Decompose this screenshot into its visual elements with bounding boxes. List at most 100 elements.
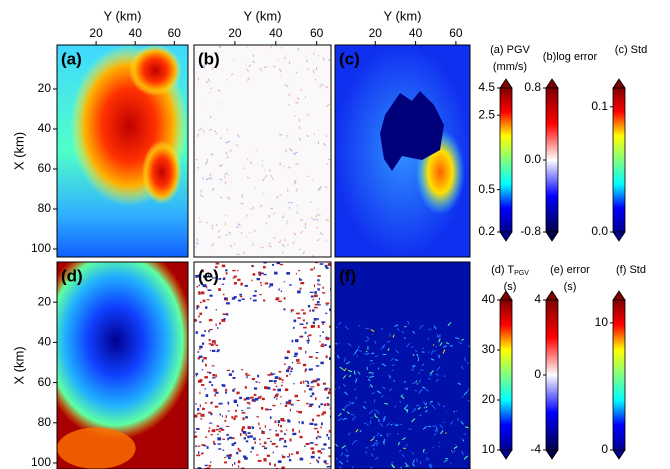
field (245, 285, 248, 287)
field (210, 461, 211, 463)
field (218, 448, 221, 449)
field (297, 363, 301, 364)
field (214, 394, 215, 396)
field (201, 334, 205, 336)
field (209, 343, 211, 344)
field (205, 402, 207, 403)
field (286, 272, 290, 275)
field (246, 440, 248, 442)
colorbar-arrow (500, 232, 512, 241)
field (226, 272, 228, 274)
field (213, 389, 216, 392)
field (225, 142, 228, 143)
field (420, 327, 421, 329)
field (204, 376, 208, 378)
field (305, 332, 307, 334)
field (301, 421, 303, 424)
field (226, 455, 227, 457)
colorbar-unit: (s) (564, 281, 577, 293)
field (328, 455, 332, 457)
field (227, 438, 229, 441)
field (280, 430, 282, 432)
colorbar-title-sub: PGV (514, 270, 529, 277)
field (317, 288, 320, 290)
heatmap-image (57, 45, 188, 257)
field (284, 363, 286, 365)
y-tick-label: 80 (38, 415, 52, 429)
field (196, 375, 197, 377)
field (251, 447, 254, 450)
colorbar-scale (546, 300, 558, 450)
field (238, 465, 239, 467)
field (223, 313, 226, 315)
field (241, 410, 243, 411)
field (253, 273, 256, 276)
field (291, 368, 293, 370)
field (233, 417, 235, 420)
field (282, 379, 284, 381)
field (199, 291, 200, 294)
field (223, 449, 224, 450)
field (300, 336, 303, 337)
field (319, 341, 320, 342)
field (314, 267, 315, 270)
field (216, 429, 220, 431)
field (212, 377, 215, 378)
field (256, 150, 257, 151)
field (238, 448, 240, 451)
field (201, 453, 204, 455)
field (252, 378, 255, 380)
field (196, 455, 200, 457)
y-tick-label: 20 (38, 294, 52, 308)
field (373, 363, 374, 364)
field (256, 416, 259, 417)
field (229, 373, 232, 376)
field (316, 437, 318, 439)
colorbar: -404(e) error(s) (530, 264, 590, 459)
field (289, 453, 290, 456)
field (222, 284, 225, 285)
field (212, 350, 216, 352)
field (203, 300, 206, 303)
field (319, 215, 320, 216)
field (253, 437, 256, 440)
y-tick-label: 100 (31, 455, 51, 469)
field (225, 389, 227, 391)
field (288, 400, 291, 402)
field (317, 304, 320, 305)
field (303, 319, 305, 321)
field (288, 420, 291, 423)
colorbar-title-text: (c) Std (615, 44, 647, 56)
field (274, 421, 276, 423)
field (309, 356, 313, 358)
x-axis-label: Y (km) (383, 8, 421, 23)
field (322, 287, 323, 289)
field (200, 404, 201, 407)
field (199, 313, 202, 315)
field (439, 446, 440, 447)
field (311, 456, 315, 458)
field (299, 421, 300, 423)
field (301, 309, 304, 310)
x-tick-label: 60 (449, 26, 463, 40)
field (284, 433, 286, 435)
field (303, 364, 306, 366)
field (269, 286, 271, 287)
field (279, 438, 280, 441)
y-axis-label: X (km) (11, 346, 26, 384)
field (197, 408, 199, 411)
colorbar-tick-label: 10 (595, 315, 609, 329)
field (214, 342, 215, 344)
x-tick-label: 20 (228, 26, 242, 40)
field (242, 431, 244, 432)
field (375, 409, 376, 410)
field (308, 338, 309, 340)
field (209, 381, 211, 382)
field (210, 402, 212, 404)
field (201, 291, 205, 294)
field (269, 380, 273, 382)
field (246, 236, 247, 237)
field (273, 389, 276, 391)
field (299, 324, 303, 325)
x-tick-label: 20 (89, 26, 103, 40)
